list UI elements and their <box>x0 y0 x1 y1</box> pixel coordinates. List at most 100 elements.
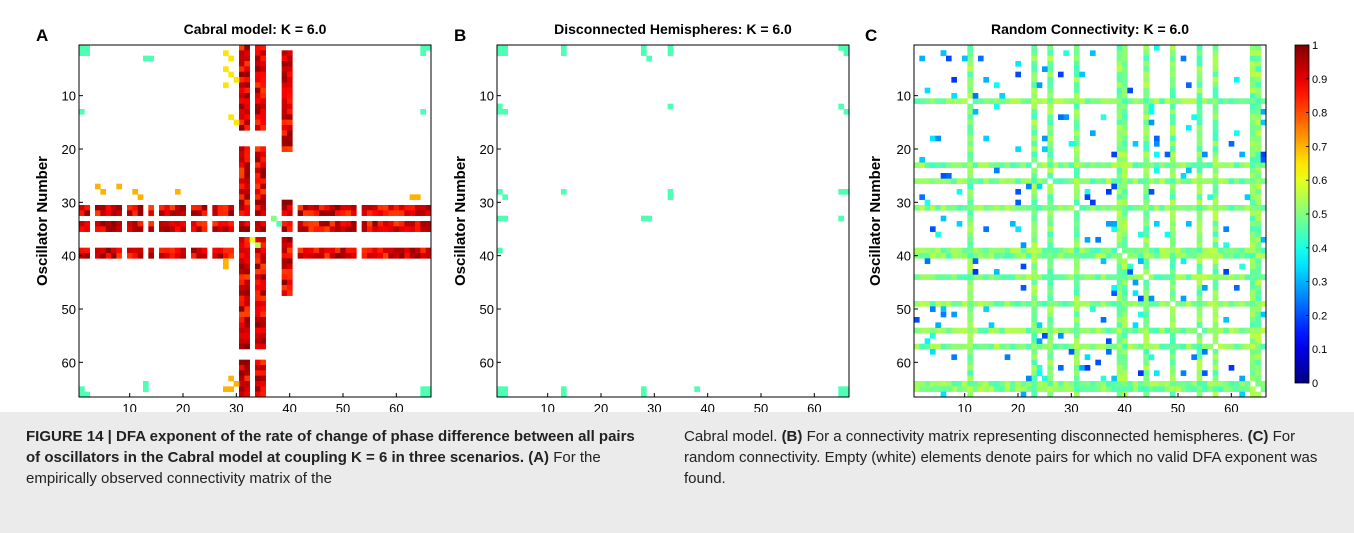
matrix-cell-high <box>239 157 245 163</box>
matrix-cell-high <box>399 253 405 259</box>
matrix-cell-scatter <box>1015 199 1021 206</box>
matrix-cell-scatter <box>1154 167 1160 174</box>
matrix-cell-high <box>255 338 261 344</box>
colorbar-tick-label: 0.3 <box>1312 277 1327 289</box>
matrix-cell-band <box>967 311 973 318</box>
panel-title: Disconnected Hemispheres: K = 6.0 <box>554 21 792 37</box>
matrix-cell-band <box>1175 162 1181 168</box>
matrix-cell-band <box>1255 263 1261 270</box>
matrix-cell-high <box>169 210 176 216</box>
matrix-cell-band <box>1196 55 1203 62</box>
matrix-cell-high <box>116 210 122 216</box>
matrix-cell-high <box>351 253 357 259</box>
matrix-cell-band <box>1143 82 1149 88</box>
matrix-cell-band <box>1207 327 1213 334</box>
matrix-cell-band <box>1196 253 1203 259</box>
matrix-cell-band <box>1047 306 1053 312</box>
matrix-cell-scatter <box>1138 370 1144 376</box>
matrix-cell-scatter <box>1106 338 1112 344</box>
matrix-cell-band <box>1255 135 1261 142</box>
matrix-cell-high <box>191 205 197 211</box>
matrix-cell-band <box>1047 189 1053 195</box>
matrix-cell-band <box>1218 386 1224 392</box>
matrix-cell-scatter <box>1202 285 1208 291</box>
matrix-cell-band <box>1116 82 1123 88</box>
matrix-cell-high <box>361 205 368 211</box>
matrix-cell-band <box>1250 87 1256 94</box>
matrix-cell-band <box>1042 205 1048 211</box>
matrix-cell-band <box>1159 247 1165 254</box>
matrix-cell-band <box>1100 381 1107 387</box>
matrix-cell-band <box>994 327 1000 334</box>
matrix-cell-band <box>1020 98 1027 104</box>
matrix-cell-band <box>930 178 936 184</box>
matrix-cell-high <box>244 370 250 376</box>
matrix-cell-high <box>287 258 293 264</box>
matrix-cell-high <box>287 93 293 99</box>
matrix-cell-high <box>239 173 245 179</box>
matrix-cell-band <box>967 205 973 211</box>
matrix-cell-band <box>1042 253 1048 259</box>
matrix-cell-band <box>1143 258 1149 264</box>
matrix-cell-scatter <box>1015 146 1021 152</box>
matrix-cell-band <box>1116 61 1123 67</box>
matrix-cell-high <box>260 327 266 334</box>
matrix-cell-band <box>1196 167 1203 174</box>
matrix-cell-high <box>223 247 229 254</box>
matrix-cell-high <box>377 221 384 227</box>
matrix-cell-band <box>1084 386 1091 392</box>
matrix-cell-high <box>239 279 245 286</box>
matrix-cell-band <box>1084 381 1091 387</box>
matrix-cell-band <box>1074 130 1080 136</box>
matrix-cell-band <box>967 103 973 110</box>
matrix-cell-band <box>1186 98 1192 104</box>
matrix-cell-band <box>1138 162 1144 168</box>
matrix-cell-band <box>1239 162 1245 168</box>
matrix-cell-high <box>388 205 394 211</box>
matrix-cell-band <box>1047 295 1053 302</box>
matrix-cell-band <box>1239 381 1245 387</box>
matrix-cell-band <box>930 247 936 254</box>
matrix-cell-scatter <box>1106 189 1112 195</box>
matrix-cell-band <box>951 274 957 280</box>
matrix-cell-band <box>1186 205 1192 211</box>
matrix-cell-band <box>1250 354 1256 360</box>
matrix-cell-high <box>260 183 266 190</box>
matrix-cell-high <box>244 391 250 398</box>
matrix-cell-band <box>1255 237 1261 243</box>
matrix-cell <box>502 109 508 115</box>
matrix-cell-high <box>287 247 293 254</box>
matrix-cell-band <box>1212 167 1219 174</box>
matrix-cell-band <box>1015 274 1021 280</box>
panel-letter: A <box>36 26 48 45</box>
matrix-cell-band <box>983 178 989 184</box>
matrix-cell-band <box>956 327 963 334</box>
matrix-cell-scatter <box>1042 66 1048 72</box>
matrix-cell-band <box>1010 381 1016 387</box>
colorbar-tick-label: 0.2 <box>1312 310 1327 322</box>
matrix-cell-band <box>1031 109 1037 115</box>
matrix-cell-band <box>1004 98 1011 104</box>
matrix-cell-scatter <box>1100 114 1107 120</box>
matrix-cell-band <box>1228 178 1235 184</box>
matrix-cell-high <box>95 205 101 211</box>
matrix-cell-band <box>946 178 952 184</box>
matrix-cell-high <box>287 82 293 88</box>
matrix-cell-band <box>1212 210 1219 216</box>
matrix-cell-high <box>244 114 250 120</box>
matrix-cell-band <box>1228 247 1235 254</box>
matrix-cell-high <box>287 55 293 62</box>
matrix-cell-band <box>1015 386 1021 392</box>
matrix-cell-band <box>967 114 973 120</box>
matrix-cell-high <box>409 210 416 216</box>
matrix-cell-high <box>260 386 266 392</box>
matrix-cell-band <box>1074 50 1080 56</box>
matrix-cell <box>79 50 85 56</box>
matrix-cell-band <box>1010 274 1016 280</box>
matrix-cell-band <box>1026 178 1032 184</box>
matrix-cell-band <box>988 386 995 392</box>
matrix-cell-band <box>1170 71 1176 78</box>
matrix-cell-band <box>1244 98 1251 104</box>
matrix-cell-high <box>260 87 266 94</box>
matrix-cell-high <box>287 263 293 270</box>
